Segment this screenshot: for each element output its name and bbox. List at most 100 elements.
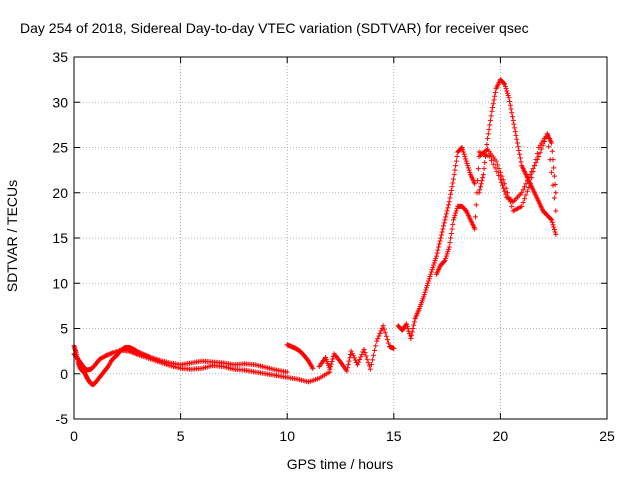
y-tick-label: -5 — [56, 411, 69, 427]
data-point — [428, 269, 434, 275]
data-point — [435, 247, 441, 253]
data-point — [530, 166, 536, 172]
data-point — [460, 149, 466, 155]
data-point — [482, 160, 488, 166]
data-point — [553, 231, 559, 237]
data-point — [478, 181, 484, 187]
data-point — [466, 167, 472, 173]
data-point — [504, 88, 510, 94]
data-point — [421, 292, 427, 298]
data-point — [423, 285, 429, 291]
data-point — [377, 330, 383, 336]
data-point — [453, 163, 459, 169]
data-point — [369, 357, 375, 363]
data-point — [509, 203, 515, 209]
data-point — [476, 190, 482, 196]
data-point — [361, 346, 367, 352]
data-point — [376, 333, 382, 339]
data-point — [284, 369, 290, 375]
data-point — [507, 98, 513, 104]
data-point — [450, 180, 456, 186]
data-point — [550, 157, 556, 163]
data-point — [463, 156, 469, 162]
data-point — [486, 126, 492, 132]
data-point — [380, 323, 386, 329]
data-point — [478, 184, 484, 190]
data-point — [549, 140, 555, 146]
data-point — [551, 195, 557, 201]
y-tick-label: 0 — [60, 366, 68, 382]
data-point — [549, 219, 555, 225]
data-point — [328, 361, 334, 367]
data-point — [448, 230, 454, 236]
data-point — [409, 332, 415, 338]
data-point — [329, 359, 335, 365]
data-point — [378, 328, 384, 334]
data-point — [442, 258, 448, 264]
data-point — [552, 229, 558, 235]
data-point — [375, 336, 381, 342]
data-point — [459, 145, 465, 150]
x-tick-label: 20 — [493, 428, 509, 444]
data-point — [363, 353, 369, 359]
data-point — [523, 181, 529, 187]
data-point — [426, 278, 432, 284]
data-point — [551, 227, 557, 233]
data-point — [501, 185, 507, 191]
x-tick-label: 0 — [70, 428, 78, 444]
data-point — [425, 280, 431, 286]
data-point — [406, 328, 412, 334]
data-point — [491, 97, 497, 103]
data-point — [472, 181, 478, 187]
data-point — [433, 255, 439, 261]
data-point — [485, 135, 491, 141]
data-point — [445, 249, 451, 255]
data-point — [441, 223, 447, 229]
data-point — [437, 238, 443, 244]
data-point — [503, 191, 509, 197]
data-point — [537, 150, 543, 156]
data-point — [449, 226, 455, 232]
data-point — [411, 322, 417, 328]
data-point — [485, 131, 491, 137]
data-point — [514, 140, 520, 146]
data-point — [367, 366, 373, 372]
data-point — [463, 158, 469, 164]
data-point — [492, 89, 498, 95]
data-point — [434, 250, 440, 256]
data-point — [446, 199, 452, 205]
data-point — [534, 151, 540, 157]
data-point — [404, 321, 410, 327]
data-point — [526, 175, 532, 181]
y-tick-label: 5 — [60, 321, 68, 337]
data-point — [465, 163, 471, 169]
data-point — [460, 147, 466, 153]
data-point — [446, 244, 452, 250]
data-point — [500, 182, 506, 188]
data-point — [350, 353, 356, 359]
data-point — [520, 200, 526, 206]
data-point — [424, 283, 430, 289]
data-point — [373, 343, 379, 349]
data-point — [359, 351, 365, 357]
data-point — [344, 368, 350, 374]
x-tick-label: 25 — [599, 428, 615, 444]
data-point — [536, 154, 542, 160]
data-point — [534, 157, 540, 163]
data-point — [539, 146, 545, 152]
data-point — [436, 241, 442, 247]
data-point — [347, 355, 353, 361]
data-point — [450, 221, 456, 227]
data-point — [391, 345, 397, 351]
data-point — [330, 356, 336, 362]
data-point — [487, 154, 493, 160]
data-point — [475, 178, 481, 184]
data-point — [446, 202, 452, 208]
data-point — [484, 141, 490, 147]
data-point — [364, 356, 370, 362]
data-point — [477, 187, 483, 193]
data-point — [428, 271, 434, 277]
data-point — [464, 160, 470, 166]
data-point — [509, 114, 515, 120]
data-point — [427, 273, 433, 279]
